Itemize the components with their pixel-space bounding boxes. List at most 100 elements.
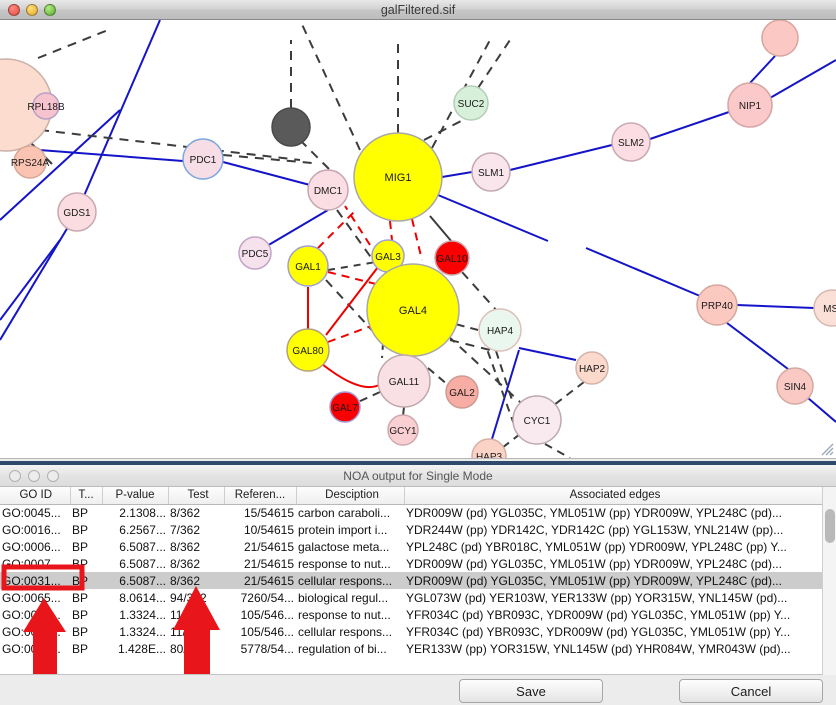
edge-pp bbox=[76, 20, 161, 213]
cell-description: cellular respons... bbox=[298, 624, 393, 639]
graph-node-gal3[interactable]: GAL3 bbox=[371, 239, 405, 273]
network-graph[interactable]: RPL18B RPS24A GDS1 PDC1 PDC5 DMC1 MIG1 SUC2 SLM1… bbox=[0, 20, 836, 458]
noa-close-button[interactable] bbox=[9, 469, 21, 482]
graph-node-rpl18b[interactable]: RPL18B bbox=[27, 92, 65, 120]
node-label: PDC1 bbox=[190, 155, 217, 166]
cell-reference: 10/54615 bbox=[243, 522, 294, 537]
edge-highlight bbox=[317, 209, 357, 249]
cell-go-id: GO:0016... bbox=[2, 522, 61, 537]
resize-grip-icon[interactable] bbox=[819, 441, 835, 457]
graph-node-unlabeled-6[interactable] bbox=[271, 107, 311, 147]
scrollbar-thumb[interactable] bbox=[825, 509, 835, 543]
cell-associated-edges: YFR034C (pd) YBR093C, YDR009W (pd) YGL03… bbox=[406, 624, 791, 639]
cancel-button[interactable]: Cancel bbox=[679, 679, 823, 703]
graph-node-unlabeled-13[interactable] bbox=[761, 20, 799, 57]
column-header-description[interactable]: Desciption bbox=[296, 487, 405, 505]
window-titlebar: galFiltered.sif bbox=[0, 0, 836, 20]
table-row[interactable]: GO:0065... BP 8.0614... 94/362 7260/54... bio… bbox=[0, 589, 822, 606]
edge-pp bbox=[0, 211, 78, 341]
graph-node-sin4[interactable]: SIN4 bbox=[776, 367, 814, 405]
node-label: SUC2 bbox=[458, 99, 485, 110]
graph-node-prp40[interactable]: PRP40 bbox=[696, 284, 738, 326]
node-label: RPS24A bbox=[11, 158, 50, 169]
table-row[interactable]: GO:0031... BP 1.3324... 11/362 105/546... res… bbox=[0, 606, 822, 623]
graph-node-slm2[interactable]: SLM2 bbox=[611, 122, 651, 162]
zoom-button[interactable] bbox=[44, 3, 56, 16]
table-row[interactable]: GO:0006... BP 6.5087... 8/362 21/54615 galact… bbox=[0, 538, 822, 555]
edge-pp bbox=[649, 111, 730, 140]
graph-node-msi[interactable]: MSI bbox=[813, 289, 836, 327]
graph-node-gal11[interactable]: GAL11 bbox=[377, 354, 431, 408]
table-row[interactable]: GO:0031... BP 1.3324... 11/362 105/546... cel… bbox=[0, 623, 822, 640]
close-button[interactable] bbox=[8, 3, 20, 16]
node-label: SIN4 bbox=[784, 382, 807, 393]
cell-type: BP bbox=[72, 522, 89, 537]
minimize-button[interactable] bbox=[26, 3, 38, 16]
table-row[interactable]: GO:0016... BP 6.2567... 7/362 10/54615 protei… bbox=[0, 521, 822, 538]
cell-reference: 21/54615 bbox=[243, 556, 294, 571]
graph-node-hap4[interactable]: HAP4 bbox=[478, 308, 522, 352]
edge-pp bbox=[0, 239, 61, 321]
graph-node-slm1[interactable]: SLM1 bbox=[471, 152, 511, 192]
graph-node-suc2[interactable]: SUC2 bbox=[453, 85, 489, 121]
column-header-reference[interactable]: Referen... bbox=[224, 487, 297, 505]
graph-node-nip1[interactable]: NIP1 bbox=[727, 82, 773, 128]
graph-node-gal4[interactable]: GAL4 bbox=[366, 263, 460, 357]
cell-p-value: 6.5087... bbox=[102, 572, 168, 589]
graph-node-gal10[interactable]: GAL10 bbox=[434, 240, 470, 276]
table-row[interactable]: GO:0007... BP 6.5087... 8/362 21/54615 respon… bbox=[0, 555, 822, 572]
noa-minimize-button[interactable] bbox=[28, 469, 40, 482]
graph-node-pdc1[interactable]: PDC1 bbox=[182, 138, 224, 180]
panel-divider[interactable] bbox=[0, 458, 836, 464]
cell-description: cellular respons... bbox=[296, 572, 404, 589]
graph-node-rps24a[interactable]: RPS24A bbox=[11, 145, 50, 179]
column-header-type[interactable]: T... bbox=[70, 487, 103, 505]
node-label: MIG1 bbox=[385, 172, 412, 184]
edge-pd bbox=[449, 339, 491, 351]
graph-node-gcy1[interactable]: GCY1 bbox=[387, 414, 419, 446]
cell-type: BP bbox=[72, 624, 89, 639]
cell-type: BP bbox=[72, 556, 89, 571]
network-nodes[interactable]: RPL18B RPS24A GDS1 PDC1 PDC5 DMC1 MIG1 SUC2 SLM1… bbox=[0, 20, 836, 458]
network-canvas[interactable]: RPL18B RPS24A GDS1 PDC1 PDC5 DMC1 MIG1 SUC2 SLM1… bbox=[0, 20, 836, 458]
graph-node-mig1[interactable]: MIG1 bbox=[353, 132, 443, 222]
column-header-associated-edges[interactable]: Associated edges bbox=[404, 487, 823, 505]
graph-node-gal80[interactable]: GAL80 bbox=[286, 328, 330, 372]
column-header-test[interactable]: Test bbox=[168, 487, 225, 505]
column-header-go-id[interactable]: GO ID bbox=[0, 487, 71, 505]
cell-p-value: 1.3324... bbox=[119, 624, 166, 639]
edge-pd bbox=[39, 129, 301, 161]
noa-results-table: GO ID T... P-value Test Referen... Desci… bbox=[0, 487, 823, 657]
graph-node-pdc5[interactable]: PDC5 bbox=[238, 236, 272, 270]
graph-node-gal2[interactable]: GAL2 bbox=[445, 375, 479, 409]
table-row[interactable]: GO:0050... BP 1.428E... 80/362 5778/54... reg… bbox=[0, 640, 822, 657]
node-label: NIP1 bbox=[739, 101, 762, 112]
table-body: GO:0045... BP 2.1308... 8/362 15/54615 carbon… bbox=[0, 504, 822, 657]
graph-node-dmc1[interactable]: DMC1 bbox=[307, 169, 349, 211]
noa-results-table-container[interactable]: GO ID T... P-value Test Referen... Desci… bbox=[0, 487, 836, 675]
noa-output-window: NOA output for Single Mode GO ID T... P-… bbox=[0, 464, 836, 704]
edge-pd bbox=[495, 350, 513, 401]
table-row[interactable]: GO:0045... BP 2.1308... 8/362 15/54615 carbon… bbox=[0, 504, 822, 521]
graph-node-gal1[interactable]: GAL1 bbox=[287, 245, 329, 287]
graph-node-gal7[interactable]: GAL7 bbox=[329, 391, 361, 423]
graph-node-hap2[interactable]: HAP2 bbox=[575, 351, 609, 385]
graph-node-hap3[interactable]: HAP3 bbox=[471, 438, 507, 458]
node-label: GAL10 bbox=[436, 254, 468, 265]
graph-node-cyc1[interactable]: CYC1 bbox=[512, 395, 562, 445]
column-header-p-value[interactable]: P-value bbox=[102, 487, 169, 505]
cell-go-id: GO:0031... bbox=[0, 572, 70, 589]
edge-pp bbox=[441, 171, 473, 178]
save-button[interactable]: Save bbox=[459, 679, 603, 703]
edge-pd bbox=[299, 139, 331, 171]
graph-node-gds1[interactable]: GDS1 bbox=[57, 192, 97, 232]
table-vertical-scrollbar[interactable] bbox=[822, 487, 836, 675]
edge-highlight bbox=[325, 266, 379, 336]
noa-zoom-button[interactable] bbox=[47, 469, 59, 482]
cell-go-id: GO:0050... bbox=[2, 641, 61, 656]
cell-reference: 105/546... bbox=[240, 624, 294, 639]
table-row[interactable]: GO:0031... BP 6.5087... 8/362 21/54615 cellul… bbox=[0, 572, 822, 589]
node-label: GAL4 bbox=[399, 305, 427, 317]
edge-highlight bbox=[321, 363, 380, 389]
edge-pd bbox=[336, 209, 381, 271]
